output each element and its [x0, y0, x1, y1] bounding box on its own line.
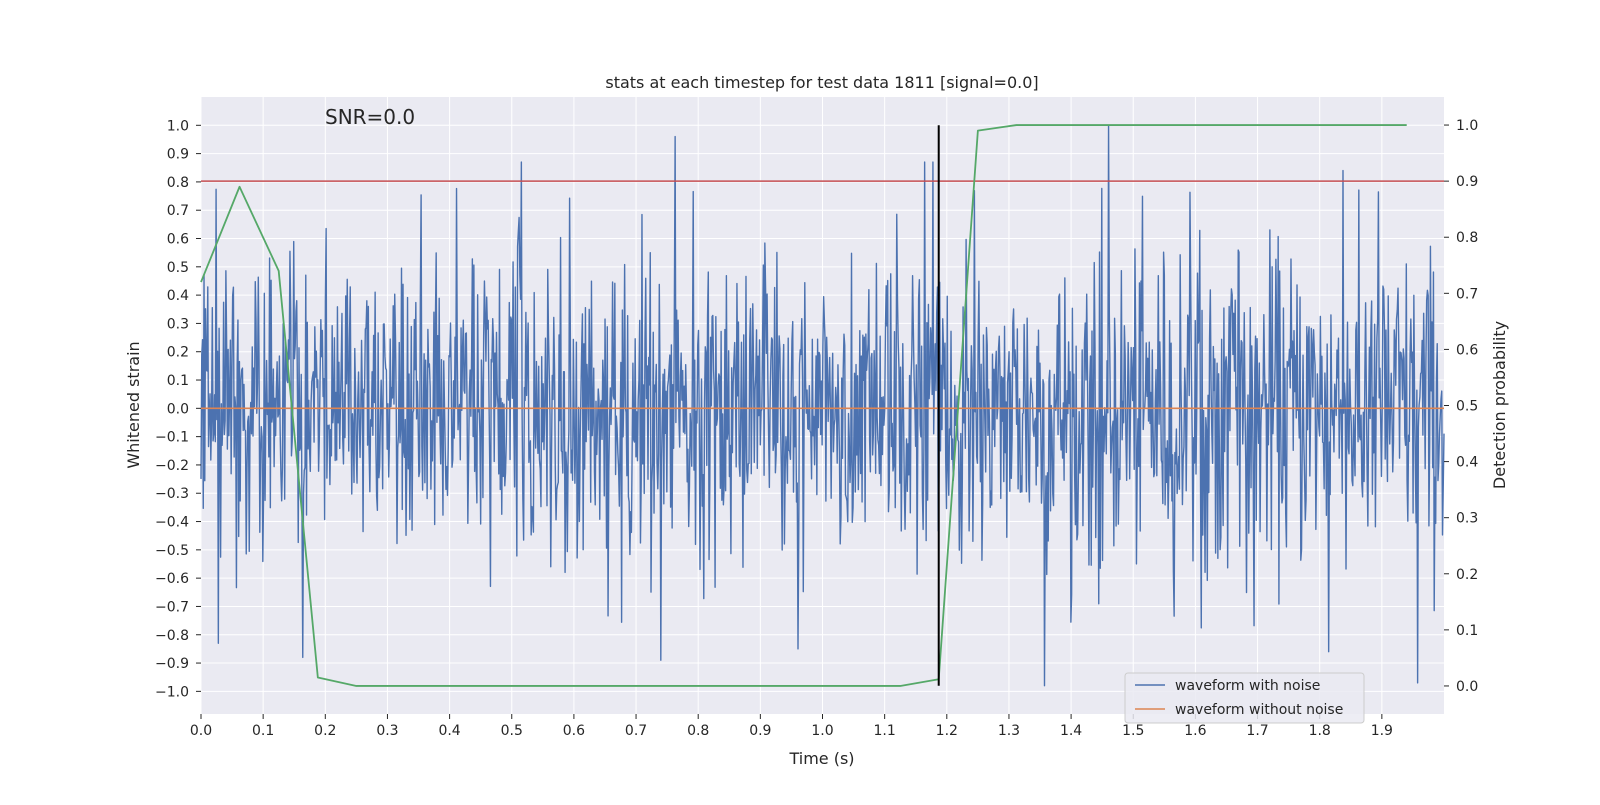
y-tick-label: 0.5 — [167, 260, 189, 276]
y-tick-label: −0.1 — [155, 430, 189, 446]
legend-label-noise: waveform with noise — [1175, 678, 1320, 694]
y-tick-label: −0.4 — [155, 515, 189, 531]
y2-tick-label: 1.0 — [1456, 118, 1478, 134]
y-tick-label: −0.7 — [155, 599, 189, 615]
x-tick-label: 1.7 — [1246, 723, 1268, 739]
y-tick-label: 0.0 — [167, 401, 189, 417]
y-tick-label: −0.8 — [155, 628, 189, 644]
x-tick-label: 1.8 — [1309, 723, 1331, 739]
x-tick-label: 0.4 — [438, 723, 460, 739]
legend: waveform with noise waveform without noi… — [1124, 672, 1365, 724]
x-tick-label: 1.2 — [936, 723, 958, 739]
x-tick-label: 1.4 — [1060, 723, 1082, 739]
y2-tick-label: 0.8 — [1456, 230, 1478, 246]
x-tick-label: 1.9 — [1371, 723, 1393, 739]
y2-tick-label: 0.9 — [1456, 174, 1478, 190]
x-tick-label: 1.6 — [1184, 723, 1206, 739]
y-axis-label: Whitened strain — [124, 341, 143, 468]
y-tick-label: 0.9 — [167, 147, 189, 163]
x-tick-label: 0.5 — [501, 723, 523, 739]
y-tick-label: 0.2 — [167, 345, 189, 361]
y-tick-label: −0.2 — [155, 458, 189, 474]
y-tick-label: 1.0 — [167, 118, 189, 134]
x-tick-label: 0.1 — [252, 723, 274, 739]
y2-tick-label: 0.5 — [1456, 399, 1478, 415]
snr-annotation: SNR=0.0 — [325, 105, 415, 129]
x-tick-label: 0.7 — [625, 723, 647, 739]
legend-box — [1124, 672, 1365, 724]
axes-layer: 0.0 0.1 0.2 0.3 0.4 0.5 0.6 0.7 0.8 0.9 1.0 1.1 1.2 1… — [155, 118, 1478, 739]
x-tick-label: 0.2 — [314, 723, 336, 739]
x-tick-label: 1.1 — [874, 723, 896, 739]
y2-axis-label: Detection probability — [1490, 321, 1509, 489]
y-tick-label: −0.5 — [155, 543, 189, 559]
chart-title: stats at each timestep for test data 181… — [605, 73, 1038, 92]
y-tick-label: 0.8 — [167, 175, 189, 191]
y-tick-label: −1.0 — [155, 684, 189, 700]
y2-tick-label: 0.4 — [1456, 455, 1478, 471]
series-detection-probability — [200, 124, 1407, 687]
y2-tick-label: 0.6 — [1456, 342, 1478, 358]
x-tick-label: 1.0 — [811, 723, 833, 739]
x-tick-label: 1.5 — [1122, 723, 1144, 739]
x-tick-label: 0.3 — [376, 723, 398, 739]
x-tick-label: 0.8 — [687, 723, 709, 739]
y-tick-label: −0.6 — [155, 571, 189, 587]
y-tick-label: −0.3 — [155, 486, 189, 502]
y-tick-label: 0.3 — [167, 316, 189, 332]
y2-tick-label: 0.0 — [1456, 679, 1478, 695]
y-tick-label: 0.1 — [167, 373, 189, 389]
x-tick-label: 0.9 — [749, 723, 771, 739]
y-tick-label: 0.6 — [167, 232, 189, 248]
y2-tick-label: 0.7 — [1456, 286, 1478, 302]
x-axis-label: Time (s) — [788, 749, 854, 768]
y-tick-label: −0.9 — [155, 656, 189, 672]
x-tick-label: 0.0 — [190, 723, 212, 739]
series-waveform-with-noise — [200, 124, 1445, 687]
y2-tick-label: 0.1 — [1456, 623, 1478, 639]
y-tick-label: 0.7 — [167, 203, 189, 219]
series-layer — [200, 124, 1445, 687]
y2-tick-label: 0.3 — [1456, 511, 1478, 527]
y2-tick-label: 0.2 — [1456, 567, 1478, 583]
legend-label-clean: waveform without noise — [1175, 702, 1343, 718]
y-tick-label: 0.4 — [167, 288, 189, 304]
x-tick-label: 1.3 — [998, 723, 1020, 739]
x-tick-label: 0.6 — [563, 723, 585, 739]
